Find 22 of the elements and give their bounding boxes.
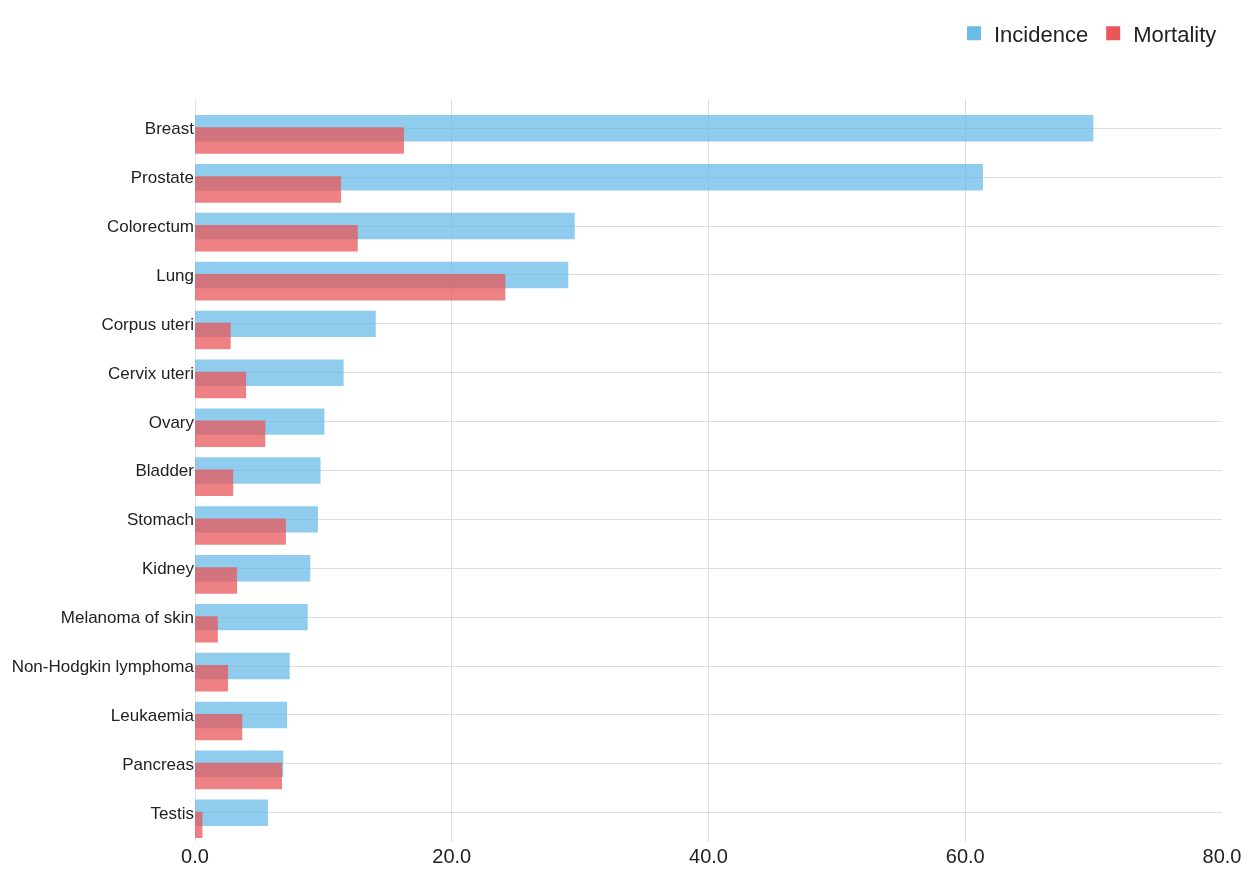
y-tick-label: Non-Hodgkin lymphoma — [11, 656, 195, 676]
y-tick-label: Colorectum — [107, 217, 194, 237]
y-tick-label: Melanoma of skin — [60, 608, 194, 628]
y-tick-label: Testis — [150, 803, 194, 823]
y-tick-label: Bladder — [135, 461, 195, 481]
y-tick-label: Ovary — [148, 412, 195, 432]
y-tick-label: Cervix uteri — [108, 363, 194, 383]
y-tick-label: Kidney — [142, 559, 195, 579]
y-tick-label: Stomach — [126, 510, 194, 530]
y-tick-label: Corpus uteri — [101, 314, 194, 334]
x-tick-label: 40.0 — [689, 845, 728, 867]
y-tick-label: Pancreas — [122, 754, 194, 774]
legend-label: Mortality — [1133, 21, 1217, 47]
y-tick-label: Breast — [144, 119, 195, 139]
legend-label: Incidence — [994, 21, 1089, 47]
x-tick-label: 80.0 — [1202, 845, 1242, 867]
x-tick-label: 20.0 — [432, 845, 472, 867]
y-tick-label: Lung — [156, 265, 194, 285]
y-tick-label: Leukaemia — [110, 705, 195, 725]
y-tick-label: Prostate — [130, 168, 194, 188]
x-tick-label: 60.0 — [945, 845, 985, 867]
x-tick-label: 0.0 — [181, 845, 209, 867]
